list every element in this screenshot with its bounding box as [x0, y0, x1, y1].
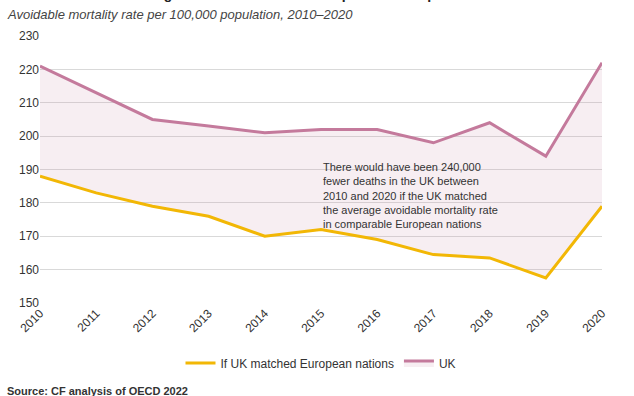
- svg-text:2019: 2019: [523, 306, 552, 335]
- svg-text:2017: 2017: [411, 306, 440, 335]
- svg-text:Avoidable deaths are higher in: Avoidable deaths are higher in the UK th…: [7, 0, 527, 2]
- svg-text:150: 150: [19, 296, 39, 310]
- svg-text:2014: 2014: [242, 306, 271, 335]
- svg-text:200: 200: [19, 129, 39, 143]
- svg-text:220: 220: [19, 63, 39, 77]
- svg-text:2018: 2018: [467, 306, 496, 335]
- svg-text:160: 160: [19, 263, 39, 277]
- svg-text:If UK matched European nations: If UK matched European nations: [221, 357, 394, 371]
- svg-text:180: 180: [19, 196, 39, 210]
- svg-text:2013: 2013: [186, 306, 215, 335]
- svg-text:UK: UK: [439, 357, 456, 371]
- svg-text:2016: 2016: [355, 306, 384, 335]
- svg-text:210: 210: [19, 96, 39, 110]
- svg-text:Source: CF analysis of OECD 20: Source: CF analysis of OECD 2022: [7, 385, 188, 396]
- svg-text:190: 190: [19, 163, 39, 177]
- svg-text:2015: 2015: [299, 306, 328, 335]
- svg-text:Avoidable mortality rate per 1: Avoidable mortality rate per 100,000 pop…: [7, 7, 353, 22]
- svg-text:There would have been 240,000f: There would have been 240,000fewer death…: [323, 161, 498, 230]
- svg-text:230: 230: [19, 29, 39, 43]
- svg-text:2012: 2012: [130, 306, 159, 335]
- svg-text:2020: 2020: [580, 306, 609, 335]
- svg-text:2011: 2011: [74, 306, 102, 334]
- svg-text:2010: 2010: [18, 306, 47, 335]
- svg-text:170: 170: [19, 229, 39, 243]
